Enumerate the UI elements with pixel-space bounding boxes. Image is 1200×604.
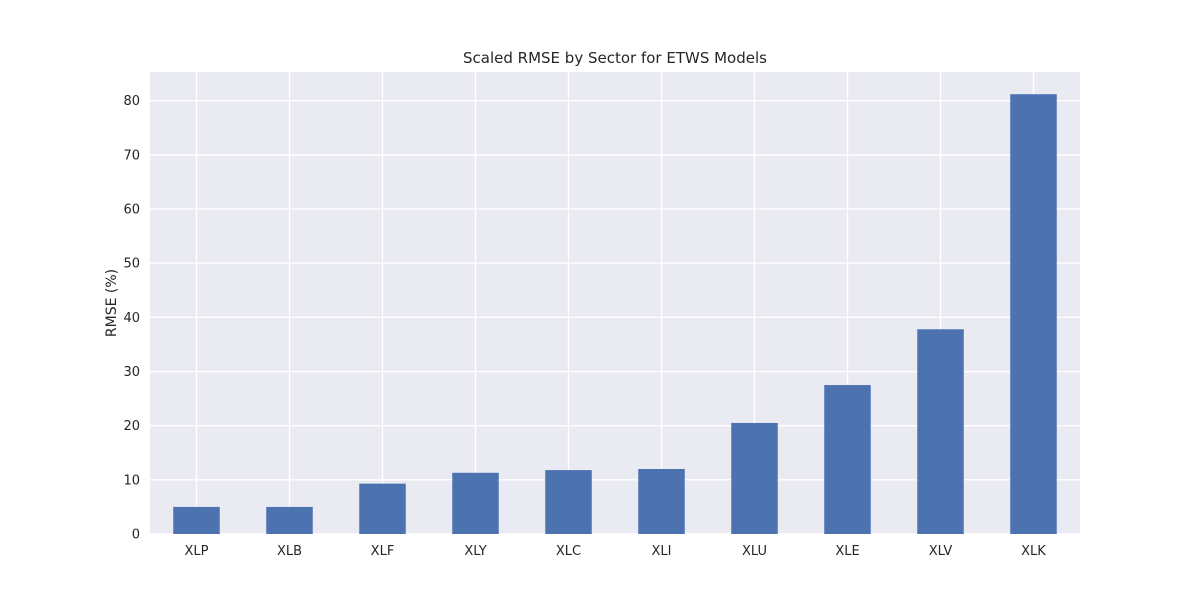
x-tick-label: XLY bbox=[464, 544, 486, 559]
bar-xlb bbox=[266, 506, 313, 534]
x-tick-label: XLU bbox=[742, 544, 767, 559]
y-tick-label: 0 bbox=[132, 528, 140, 543]
x-tick-label: XLP bbox=[185, 544, 209, 559]
y-tick-label: 20 bbox=[123, 419, 140, 434]
bar-xlf bbox=[359, 483, 406, 534]
y-tick-label: 70 bbox=[123, 148, 140, 163]
chart-title: Scaled RMSE by Sector for ETWS Models bbox=[463, 49, 767, 67]
x-tick-label: XLF bbox=[371, 544, 395, 559]
x-tick-label: XLI bbox=[652, 544, 672, 559]
y-tick-label: 50 bbox=[123, 257, 140, 272]
y-axis-ticks: 0 10 20 30 40 50 60 70 80 bbox=[123, 94, 140, 542]
bar-xli bbox=[638, 469, 685, 534]
y-tick-label: 80 bbox=[123, 94, 140, 109]
x-tick-label: XLB bbox=[277, 544, 302, 559]
bar-xlv bbox=[917, 329, 964, 534]
y-tick-label: 60 bbox=[123, 203, 140, 218]
x-axis-ticks: XLP XLB XLF XLY XLC XLI XLU XLE XLV XLK bbox=[185, 544, 1047, 559]
x-tick-label: XLV bbox=[929, 544, 953, 559]
y-tick-label: 40 bbox=[123, 311, 140, 326]
x-tick-label: XLE bbox=[835, 544, 859, 559]
bars bbox=[173, 94, 1057, 534]
bar-xle bbox=[824, 385, 871, 534]
bar-xlp bbox=[173, 506, 220, 534]
bar-xly bbox=[452, 472, 499, 534]
y-tick-label: 10 bbox=[123, 473, 140, 488]
y-tick-label: 30 bbox=[123, 365, 140, 380]
bar-xlk bbox=[1010, 94, 1057, 534]
x-tick-label: XLK bbox=[1021, 544, 1046, 559]
x-tick-label: XLC bbox=[556, 544, 581, 559]
bar-xlu bbox=[731, 422, 778, 534]
bar-xlc bbox=[545, 470, 592, 534]
y-axis-label: RMSE (%) bbox=[104, 269, 120, 337]
